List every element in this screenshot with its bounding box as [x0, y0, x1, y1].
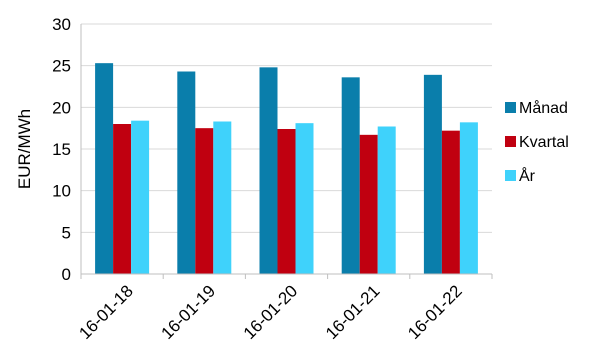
bar--r-0 [131, 120, 150, 275]
bar-m-nad-4 [423, 74, 442, 274]
y-tick-label: 20 [52, 98, 71, 117]
x-tick-label: 16-01-18 [75, 281, 137, 343]
x-tick-label: 16-01-21 [322, 281, 384, 343]
bars [95, 63, 478, 275]
legend: Månad Kvartal År [505, 99, 569, 185]
legend-swatch [505, 136, 516, 147]
y-axis-title: EUR/MWh [15, 109, 34, 189]
legend-label: Kvartal [519, 134, 569, 151]
legend-label: År [519, 166, 536, 185]
y-tick-label: 10 [52, 182, 71, 201]
x-tick-label: 16-01-22 [404, 281, 466, 343]
bar--r-1 [213, 121, 232, 274]
bar--r-4 [459, 122, 478, 274]
bar-kvartal-4 [441, 130, 460, 274]
bar-m-nad-0 [95, 63, 114, 274]
bar-m-nad-3 [341, 77, 360, 274]
legend-swatch [505, 102, 516, 113]
bar-kvartal-0 [113, 124, 132, 274]
y-tick-label: 15 [52, 140, 71, 159]
bar-m-nad-1 [177, 71, 196, 274]
bar-kvartal-2 [277, 129, 296, 274]
x-tick-label: 16-01-19 [158, 281, 220, 343]
bar--r-3 [377, 126, 396, 274]
legend-label: Månad [519, 99, 568, 117]
x-tick-label: 16-01-20 [240, 281, 302, 343]
y-tick-label: 5 [62, 223, 71, 242]
y-tick-label: 30 [52, 15, 71, 34]
y-tick-label: 0 [62, 265, 71, 284]
bar--r-2 [295, 123, 314, 275]
legend-swatch [505, 170, 516, 181]
y-tick-label: 25 [52, 57, 71, 76]
bar-m-nad-2 [259, 67, 278, 274]
bar-kvartal-1 [195, 128, 214, 274]
bar-kvartal-3 [359, 134, 378, 274]
